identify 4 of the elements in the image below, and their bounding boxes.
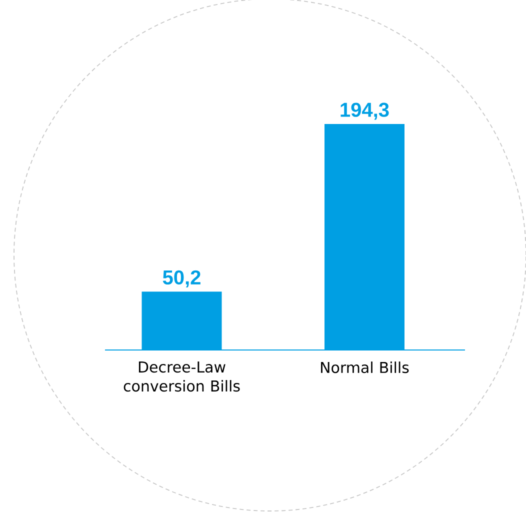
- data-label: 194,3: [340, 102, 389, 120]
- x-tick-label: Normal Bills: [321, 362, 409, 374]
- data-label: 50,2: [162, 270, 200, 288]
- x-tick-label: Decree-Law conversion Bills: [124, 362, 240, 392]
